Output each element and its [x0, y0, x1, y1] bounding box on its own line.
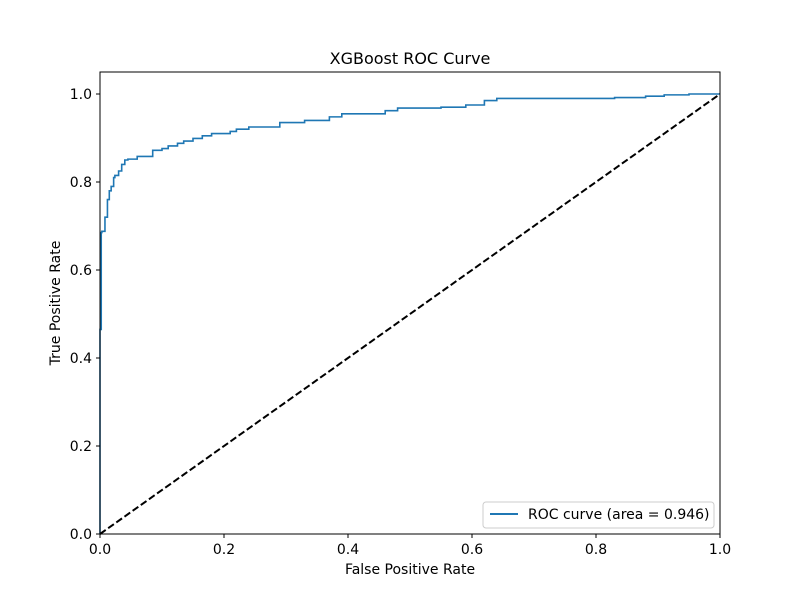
x-tick-label: 0.2 [213, 542, 235, 558]
plot-frame [99, 71, 721, 535]
chart-title: XGBoost ROC Curve [330, 49, 491, 68]
y-tick-label: 0.2 [70, 439, 92, 455]
x-tick-label: 1.0 [709, 542, 731, 558]
y-tick-label: 0.4 [70, 351, 92, 367]
series-chance-diagonal [99, 93, 721, 535]
y-tick-label: 0.6 [70, 263, 92, 279]
y-tick-label: 1.0 [70, 87, 92, 103]
legend-label-roc: ROC curve (area = 0.946) [528, 507, 710, 523]
x-tick-label: 0.8 [585, 542, 607, 558]
x-tick-label: 0.6 [461, 542, 483, 558]
y-axis-label: True Positive Rate [48, 241, 64, 367]
y-tick-label: 0.8 [70, 175, 92, 191]
x-axis-label: False Positive Rate [345, 562, 475, 578]
legend: ROC curve (area = 0.946) [482, 501, 715, 529]
legend-box [482, 501, 715, 529]
x-tick-label: 0.4 [337, 542, 359, 558]
series-layer [99, 93, 721, 535]
y-tick-label: 0.0 [70, 527, 92, 543]
x-tick-label: 0.0 [89, 542, 111, 558]
series-roc-curve [99, 93, 720, 534]
tick-layer: 0.0 0.2 0.4 0.6 0.8 1.0 0.0 0.2 0.4 0.6 0.8 1.0 [70, 87, 731, 558]
